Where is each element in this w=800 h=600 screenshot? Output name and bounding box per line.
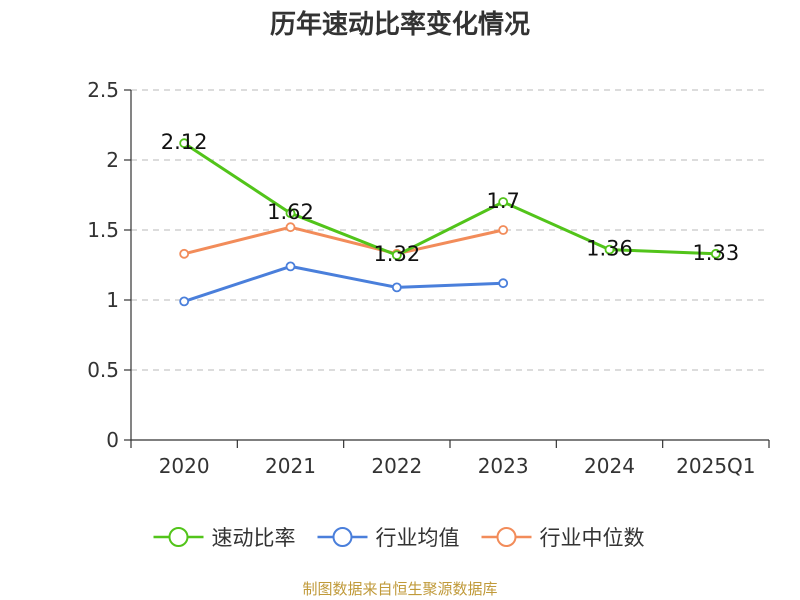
x-tick-label: 2021: [265, 454, 316, 478]
data-label: 1.36: [586, 237, 633, 261]
data-point[interactable]: [285, 208, 296, 219]
data-point[interactable]: [179, 296, 190, 307]
legend-marker: [496, 527, 517, 547]
legend-item[interactable]: 行业均值: [317, 526, 460, 550]
series-line: [183, 225, 504, 256]
series-line: [183, 264, 504, 303]
legend-item[interactable]: 行业中位数: [481, 526, 645, 550]
legend-label: 行业均值: [376, 526, 460, 550]
chart-title: 历年速动比率变化情况: [270, 9, 530, 40]
y-tick-label: 0.5: [87, 358, 119, 382]
data-label: 1.7: [486, 189, 519, 213]
legend[interactable]: 速动比率 行业均值 行业中位数: [153, 526, 645, 550]
axes: 0 0.5 1 1.5 2 2.5 2020 2021 2022 2023 2024 2025Q1: [87, 78, 770, 478]
data-point[interactable]: [285, 261, 296, 272]
legend-item[interactable]: 速动比率: [153, 526, 296, 550]
series-line: [183, 141, 716, 257]
x-tick-label: 2022: [371, 454, 422, 478]
data-point[interactable]: [498, 225, 509, 235]
data-point[interactable]: [391, 250, 402, 261]
data-point[interactable]: [604, 244, 615, 255]
y-tick-label: 0: [106, 428, 119, 452]
data-point[interactable]: [498, 197, 509, 207]
data-labels: 2.12 1.62 1.32 1.7 1.36 1.33: [161, 130, 739, 266]
y-tick-label: 1.5: [87, 218, 119, 242]
legend-label: 速动比率: [212, 526, 296, 550]
x-tick-label: 2024: [584, 454, 635, 478]
data-point[interactable]: [498, 278, 509, 289]
data-label: 2.12: [161, 130, 208, 154]
x-tick-label: 2020: [159, 454, 210, 478]
legend-label: 行业中位数: [540, 526, 645, 550]
x-tick-label: 2023: [478, 454, 529, 478]
data-point[interactable]: [179, 138, 190, 149]
data-point[interactable]: [710, 248, 721, 259]
source-note: 制图数据来自恒生聚源数据库: [302, 580, 497, 598]
data-point[interactable]: [285, 222, 296, 233]
data-label: 1.32: [373, 242, 420, 266]
data-point[interactable]: [179, 248, 190, 259]
y-tick-label: 2: [106, 148, 119, 172]
data-label: 1.62: [267, 200, 314, 224]
legend-marker: [168, 527, 189, 547]
legend-marker: [332, 527, 353, 547]
y-tick-label: 1: [106, 288, 119, 312]
data-label: 1.33: [692, 241, 739, 265]
series-layer: [179, 138, 721, 307]
x-tick-label: 2025Q1: [676, 454, 755, 478]
y-tick-label: 2.5: [87, 78, 119, 102]
data-point[interactable]: [391, 282, 402, 293]
